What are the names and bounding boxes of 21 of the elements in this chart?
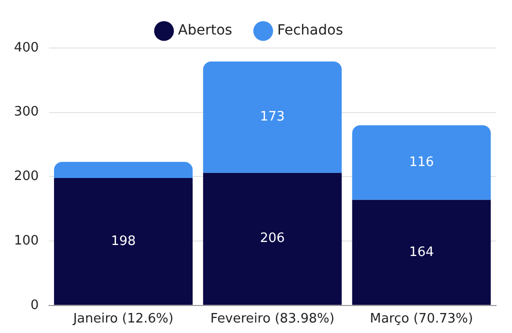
y-tick-label: 400 xyxy=(14,40,39,56)
bar xyxy=(352,200,491,305)
y-tick-label: 300 xyxy=(14,104,39,120)
y-tick-label: 200 xyxy=(14,169,39,184)
legend-label: Abertos xyxy=(178,22,232,39)
bar xyxy=(54,162,193,178)
data-label: 206 xyxy=(260,231,285,246)
bar xyxy=(203,172,342,305)
data-label: 173 xyxy=(260,110,285,125)
bar xyxy=(54,178,193,305)
data-label: 198 xyxy=(110,234,136,249)
y-tick-label: 100 xyxy=(14,233,39,248)
data-label: 116 xyxy=(409,154,434,170)
x-tick-label: Março (70.73%) xyxy=(370,312,474,327)
x-tick-label: Janeiro (12.6%) xyxy=(72,312,174,327)
bar xyxy=(352,125,491,200)
x-tick-label: Fevereiro (83.98%) xyxy=(210,312,334,327)
y-tick-label: 0 xyxy=(30,298,39,313)
legend-label: Fechados xyxy=(277,22,343,39)
data-label: 164 xyxy=(409,244,434,260)
bar xyxy=(203,62,342,173)
